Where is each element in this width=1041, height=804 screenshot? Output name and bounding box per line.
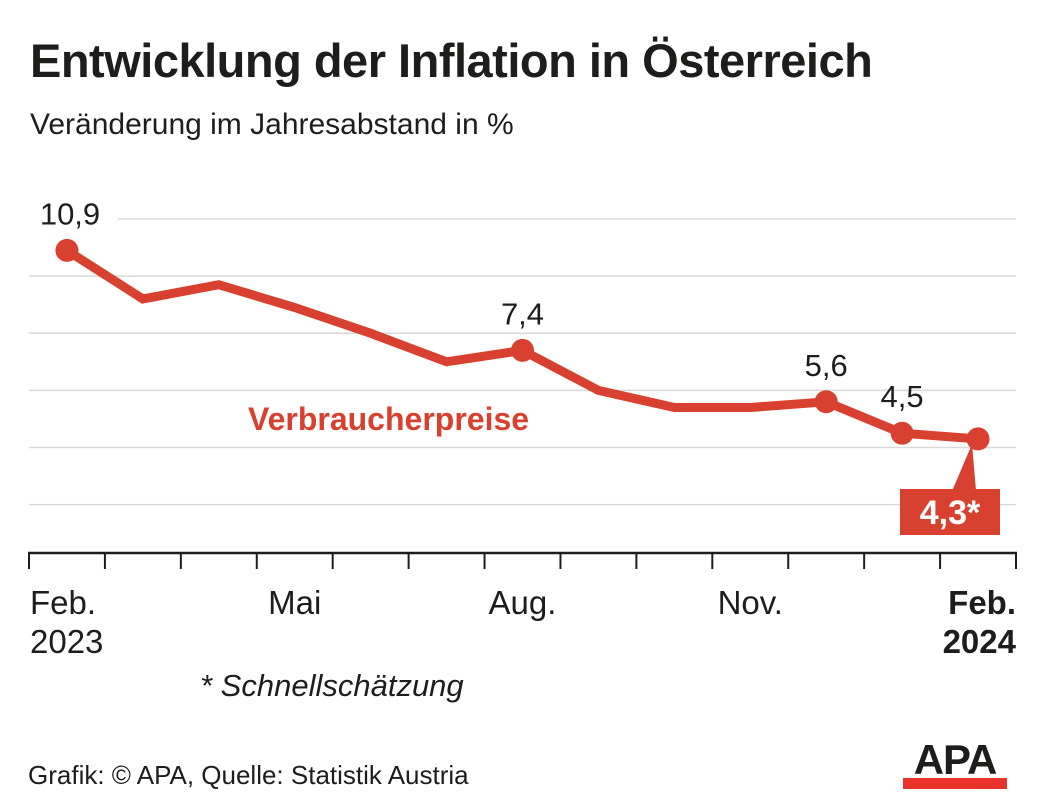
x-axis-label: Nov. <box>718 584 783 621</box>
data-point-dot <box>814 390 838 414</box>
callout-pointer <box>952 444 977 491</box>
data-point-label: 10,9 <box>40 196 100 231</box>
page-subtitle: Veränderung im Jahresabstand in % <box>30 108 514 141</box>
source-credit: Grafik: © APA, Quelle: Statistik Austria <box>28 760 469 790</box>
page-title: Entwicklung der Inflation in Österreich <box>30 34 873 87</box>
data-point-dot <box>511 338 534 362</box>
data-point-dot <box>966 427 990 451</box>
apa-logo-bar <box>903 778 1007 789</box>
apa-logo-text: APA <box>914 740 997 783</box>
callout-box <box>900 489 1000 535</box>
data-point-label: 4,5 <box>881 379 924 414</box>
x-axis-label-year: 2024 <box>943 623 1017 660</box>
data-point-dot <box>55 238 79 262</box>
x-axis-label: Mai <box>268 584 321 621</box>
x-axis-label-year: 2023 <box>30 623 103 660</box>
apa-logo: APA <box>903 740 1007 789</box>
data-point-dot <box>890 421 914 445</box>
series-label-verbraucherpreise: Verbraucherpreise <box>248 401 529 437</box>
data-point-label: 7,4 <box>501 296 544 331</box>
data-point-label: 5,6 <box>805 348 848 383</box>
footnote-schnellschaetzung: * Schnellschätzung <box>200 668 464 703</box>
x-axis-label: Feb. <box>30 584 96 621</box>
callout-value: 4,3* <box>920 494 981 532</box>
x-axis-label: Feb. <box>948 584 1016 621</box>
x-axis-label: Aug. <box>489 584 557 621</box>
